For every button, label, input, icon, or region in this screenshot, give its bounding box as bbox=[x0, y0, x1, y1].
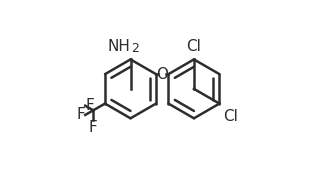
Text: F: F bbox=[89, 120, 98, 135]
Text: Cl: Cl bbox=[186, 39, 201, 54]
Text: O: O bbox=[156, 67, 168, 82]
Text: F: F bbox=[77, 107, 85, 122]
Text: 2: 2 bbox=[131, 42, 139, 55]
Text: Cl: Cl bbox=[223, 109, 238, 124]
Text: F: F bbox=[85, 98, 94, 113]
Text: NH: NH bbox=[108, 38, 130, 54]
